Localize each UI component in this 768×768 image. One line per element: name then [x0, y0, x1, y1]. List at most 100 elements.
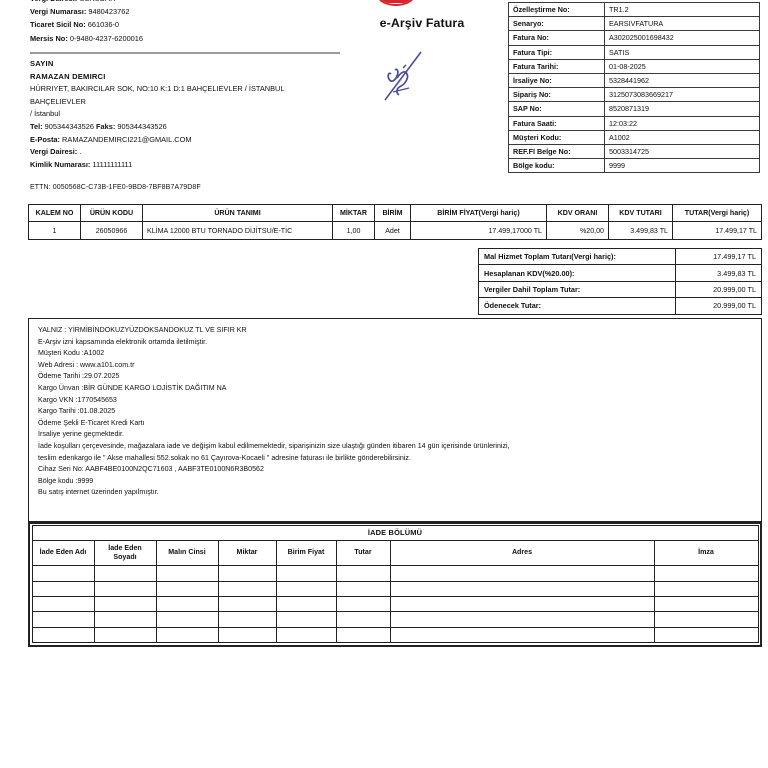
return-cell-tutar[interactable] — [335, 611, 391, 628]
return-cell-imza[interactable] — [653, 565, 759, 582]
return-cell-imza[interactable] — [653, 611, 759, 628]
return-cell-birim-fiyat[interactable] — [275, 611, 337, 628]
meta-key: Sipariş No: — [508, 87, 605, 103]
return-cell-soyadi[interactable] — [93, 580, 157, 598]
return-cell-soyadi[interactable] — [93, 596, 157, 613]
customer-address-line-2: BAHÇELIEVLER — [30, 96, 86, 106]
meta-key: Fatura Tarihi: — [508, 58, 605, 74]
column-header-imza: İmza — [653, 539, 759, 567]
table-row[interactable] — [31, 626, 759, 644]
note-line: Kargo Ünvan :BİR GÜNDE KARGO LOJİSTİK DA… — [38, 383, 227, 392]
customer-id-row: Kimlik Numarası: 11111111111 — [30, 159, 360, 172]
column-header-kalem-no: KALEM NO — [28, 204, 81, 222]
cell-kalem-no: 1 — [28, 221, 81, 240]
cell-kdv-orani: %20,00 — [546, 221, 609, 240]
return-cell-soyadi[interactable] — [93, 565, 157, 582]
return-cell-imza[interactable] — [653, 596, 759, 613]
return-cell-cinsi[interactable] — [155, 596, 219, 613]
tax-office-label: Vergi Dairesi: — [30, 147, 78, 157]
return-cell-birim-fiyat[interactable] — [275, 565, 337, 582]
return-cell-adres[interactable] — [389, 626, 655, 644]
meta-key: Özelleştirme No: — [508, 1, 605, 18]
table-row: 1 26050966 KLİMA 12000 BTU TORNADO DİJİT… — [28, 221, 762, 240]
return-cell-tutar[interactable] — [335, 580, 391, 598]
return-cell-cinsi[interactable] — [155, 626, 219, 644]
meta-value: 01-08-2025 — [604, 58, 760, 74]
return-cell-adres[interactable] — [389, 611, 655, 628]
table-row: İrsaliye No: 5328441962 — [508, 72, 760, 89]
id-label: Kimlik Numarası: — [30, 159, 91, 169]
return-cell-tutar[interactable] — [335, 565, 391, 582]
note-line: Bölge kodu :9999 — [38, 476, 94, 485]
return-cell-tutar[interactable] — [335, 596, 391, 613]
table-row[interactable] — [31, 611, 759, 628]
table-row[interactable] — [31, 565, 759, 582]
cell-miktar: 1,00 — [332, 221, 375, 240]
customer-address-line-1: HÜRRIYET, BAKIRCILAR SOK, NO:10 K:1 D:1 … — [30, 84, 285, 94]
note-line: Ödeme Tarihi :29.07.2025 — [38, 372, 120, 381]
seller-label: Ticaret Sicil No: — [30, 20, 86, 30]
return-cell-adi[interactable] — [31, 580, 95, 598]
signature-mark — [384, 51, 422, 101]
return-cell-miktar[interactable] — [217, 611, 277, 628]
note-line: Web Adresi : www.a101.com.tr — [38, 360, 135, 369]
return-cell-adi[interactable] — [31, 611, 95, 628]
return-cell-miktar[interactable] — [217, 626, 277, 644]
column-header-iade-eden-adi: İade Eden Adı — [31, 539, 95, 567]
column-header-adres: Adres — [389, 539, 655, 567]
return-cell-adi[interactable] — [31, 596, 95, 613]
note-line: Kargo Tarihi :01.08.2025 — [38, 407, 116, 416]
return-cell-tutar[interactable] — [335, 626, 391, 644]
table-row: REF.FI Belge No: 5003314725 — [508, 143, 760, 160]
return-cell-soyadi[interactable] — [93, 626, 157, 644]
return-cell-imza[interactable] — [653, 580, 759, 598]
table-header-row: İADE BÖLÜMÜ — [31, 524, 759, 541]
return-cell-miktar[interactable] — [217, 596, 277, 613]
meta-key: İrsaliye No: — [508, 72, 605, 89]
return-cell-soyadi[interactable] — [93, 611, 157, 628]
meta-value: 5328441962 — [604, 72, 760, 89]
document-title: e-Arşiv Fatura — [379, 16, 465, 30]
table-row: Mal Hizmet Toplam Tutarı(Vergi hariç): 1… — [478, 247, 762, 266]
column-header-miktar: MİKTAR — [332, 204, 375, 222]
table-row[interactable] — [31, 596, 759, 613]
return-cell-birim-fiyat[interactable] — [275, 626, 337, 644]
table-row[interactable] — [31, 580, 759, 598]
column-header-urun-kodu: ÜRÜN KODU — [80, 204, 143, 222]
meta-key: Fatura No: — [508, 30, 605, 46]
return-cell-adi[interactable] — [31, 626, 95, 644]
meta-value: 5003314725 — [604, 143, 760, 160]
return-cell-miktar[interactable] — [217, 565, 277, 582]
return-cell-adres[interactable] — [389, 596, 655, 613]
table-row: Vergiler Dahil Toplam Tutar: 20.999,00 T… — [478, 280, 762, 299]
column-header-kdv-orani: KDV ORANI — [546, 204, 609, 222]
company-logo-icon — [377, 0, 415, 6]
return-cell-adi[interactable] — [31, 565, 95, 582]
return-cell-cinsi[interactable] — [155, 565, 219, 582]
return-cell-miktar[interactable] — [217, 580, 277, 598]
meta-value: A1002 — [604, 129, 760, 145]
seller-line: Vergi Numarası: 9480423762 — [30, 5, 350, 18]
seller-value: 9480423762 — [88, 7, 130, 17]
meta-value: A302025001698432 — [604, 30, 760, 46]
total-value: 3.499,83 TL — [675, 264, 762, 282]
total-label: Hesaplanan KDV(%20.00): — [478, 264, 676, 282]
return-cell-cinsi[interactable] — [155, 611, 219, 628]
note-line: Ödeme Şekli E-Ticaret Kredi Kartı — [38, 418, 145, 427]
column-header-miktar: Miktar — [217, 539, 277, 567]
total-label: Vergiler Dahil Toplam Tutar: — [478, 280, 676, 299]
return-cell-birim-fiyat[interactable] — [275, 580, 337, 598]
return-cell-cinsi[interactable] — [155, 580, 219, 598]
table-header-row: KALEM NO ÜRÜN KODU ÜRÜN TANIMI MİKTAR Bİ… — [28, 204, 762, 222]
return-cell-birim-fiyat[interactable] — [275, 596, 337, 613]
return-table: İADE BÖLÜMÜ İade Eden Adı İade Eden Soya… — [31, 524, 759, 644]
return-cell-imza[interactable] — [653, 626, 759, 644]
return-cell-adres[interactable] — [389, 580, 655, 598]
table-row: Senaryo: EARSIVFATURA — [508, 16, 760, 32]
customer-info-block: SAYIN RAMAZAN DEMIRCI HÜRRIYET, BAKIRCIL… — [30, 58, 360, 171]
line-items-table: KALEM NO ÜRÜN KODU ÜRÜN TANIMI MİKTAR Bİ… — [28, 204, 762, 240]
return-cell-adres[interactable] — [389, 565, 655, 582]
meta-value: SATIS — [604, 44, 760, 60]
table-row: SAP No: 8520871319 — [508, 101, 760, 117]
